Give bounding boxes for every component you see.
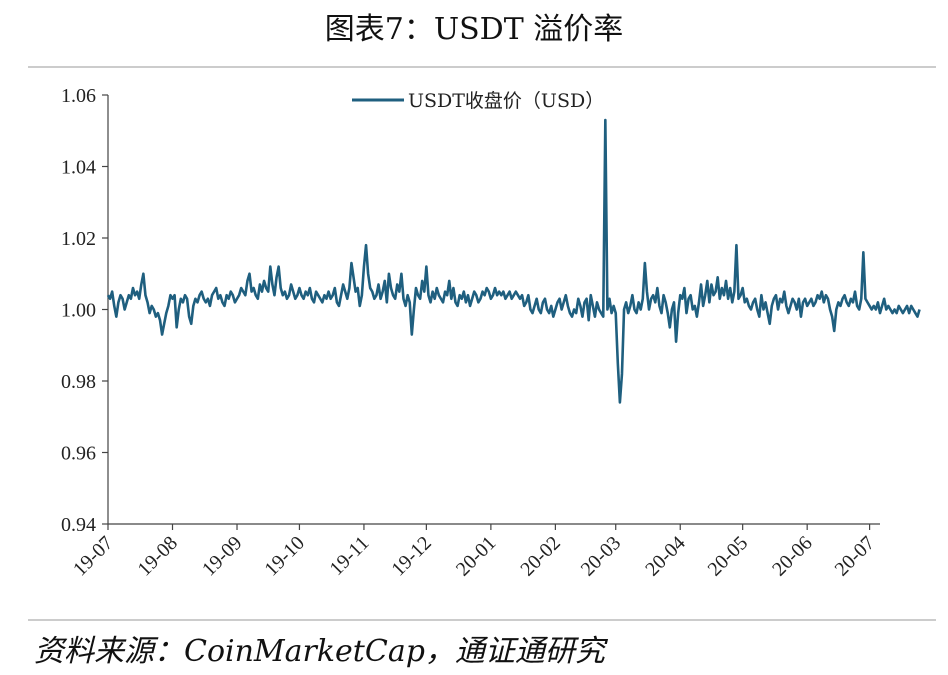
x-tick-label: 19-11 bbox=[325, 532, 373, 580]
y-tick-label: 0.96 bbox=[61, 443, 96, 465]
y-tick-label: 1.06 bbox=[61, 85, 96, 107]
y-tick-label: 0.94 bbox=[61, 514, 96, 536]
y-axis-ticks: 1.06 1.04 1.02 1.00 0.98 0.96 0.94 bbox=[61, 85, 108, 536]
x-tick-label: 19-12 bbox=[387, 532, 436, 581]
x-tick-label: 19-10 bbox=[260, 532, 309, 581]
x-tick-label: 20-03 bbox=[577, 532, 626, 581]
x-tick-label: 20-07 bbox=[831, 532, 880, 581]
x-tick-label: 19-07 bbox=[69, 532, 118, 581]
x-tick-label: 19-08 bbox=[133, 532, 182, 581]
legend-label: USDT收盘价（USD） bbox=[408, 90, 604, 112]
x-tick-label: 20-05 bbox=[704, 532, 753, 581]
x-tick-label: 19-09 bbox=[198, 532, 247, 581]
x-tick-label: 20-02 bbox=[516, 532, 565, 581]
legend: USDT收盘价（USD） bbox=[352, 90, 604, 112]
x-axis-ticks: 19-07 19-08 19-09 19-10 19-11 19-12 20-01 20-02… bbox=[69, 524, 879, 581]
plot-area: 1.061.041.021.000.980.960.94 19-07 19-08 1… bbox=[61, 85, 921, 581]
chart-title: 图表7：USDT 溢价率 bbox=[325, 12, 624, 47]
y-tick-label: 0.98 bbox=[61, 371, 96, 393]
y-tick-label: 1.04 bbox=[61, 157, 96, 179]
x-tick-label: 20-06 bbox=[768, 532, 817, 581]
x-tick-label: 20-01 bbox=[452, 532, 501, 581]
series-line-usdt-close bbox=[106, 118, 921, 404]
y-tick-label: 1.00 bbox=[61, 300, 96, 322]
x-tick-label: 20-04 bbox=[641, 532, 690, 581]
y-tick-label: 1.02 bbox=[61, 228, 96, 250]
source-note: 资料来源：CoinMarketCap，通证通研究 bbox=[34, 634, 609, 669]
